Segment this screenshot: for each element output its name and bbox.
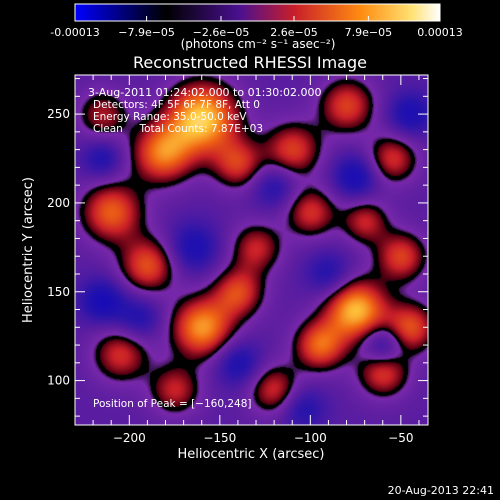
heatmap-image-container (75, 75, 428, 425)
info-detectors: Detectors: 4F 5F 6F 7F 8F, Att 0 (93, 99, 260, 111)
y-tick-labels: 100 150 200 250 (47, 107, 70, 387)
colorbar-tick-label: −7.9e−05 (118, 26, 175, 39)
colorbar-tick-label: 0.00013 (417, 26, 463, 39)
colorbar: -0.00013 −7.9e−05 −2.6e−05 2.6e−05 7.9e−05 0.… (50, 3, 463, 51)
info-clean-counts: Clean Total Counts: 7.87E+03 (93, 123, 263, 135)
x-tick-label: −50 (388, 431, 413, 445)
chart-title: Reconstructed RHESSI Image (133, 53, 367, 72)
colorbar-scale (74, 3, 441, 22)
axis-ticks (74, 75, 428, 425)
observation-info: 3-Aug-2011 01:24:02.000 to 01:30:02.000 … (88, 86, 322, 135)
plot-frame (74, 74, 429, 426)
colorbar-ticks (74, 16, 441, 21)
y-tick-label: 100 (47, 374, 70, 388)
info-time-range: 3-Aug-2011 01:24:02.000 to 01:30:02.000 (88, 86, 322, 99)
y-axis-label: Heliocentric Y (arcsec) (21, 177, 36, 323)
footer-timestamp: 20-Aug-2013 22:41 (388, 484, 494, 497)
peak-position-label: Position of Peak = [−160,248] (93, 398, 252, 410)
colorbar-unit-label: (photons cm⁻² s⁻¹ asec⁻²) (181, 37, 336, 51)
info-energy-range: Energy Range: 35.0-50.0 keV (93, 111, 247, 123)
x-axis-label: Heliocentric X (arcsec) (178, 447, 325, 462)
colorbar-tick-label: 2.6e−05 (270, 26, 317, 39)
x-tick-label: −100 (294, 431, 327, 445)
colorbar-tick-labels: -0.00013 −7.9e−05 −2.6e−05 2.6e−05 7.9e−05 0.… (50, 26, 462, 39)
y-tick-label: 200 (47, 196, 70, 210)
colorbar-tick-label: -0.00013 (50, 26, 99, 39)
colorbar-tick-label: −2.6e−05 (193, 26, 250, 39)
y-tick-label: 250 (47, 107, 70, 121)
y-tick-label: 150 (47, 285, 70, 299)
heatmap-image (75, 75, 428, 425)
colorbar-tick-label: 7.9e−05 (345, 26, 392, 39)
x-tick-label: −200 (113, 431, 146, 445)
x-tick-labels: −200 −150 −100 −50 (113, 431, 414, 445)
x-tick-label: −150 (203, 431, 236, 445)
